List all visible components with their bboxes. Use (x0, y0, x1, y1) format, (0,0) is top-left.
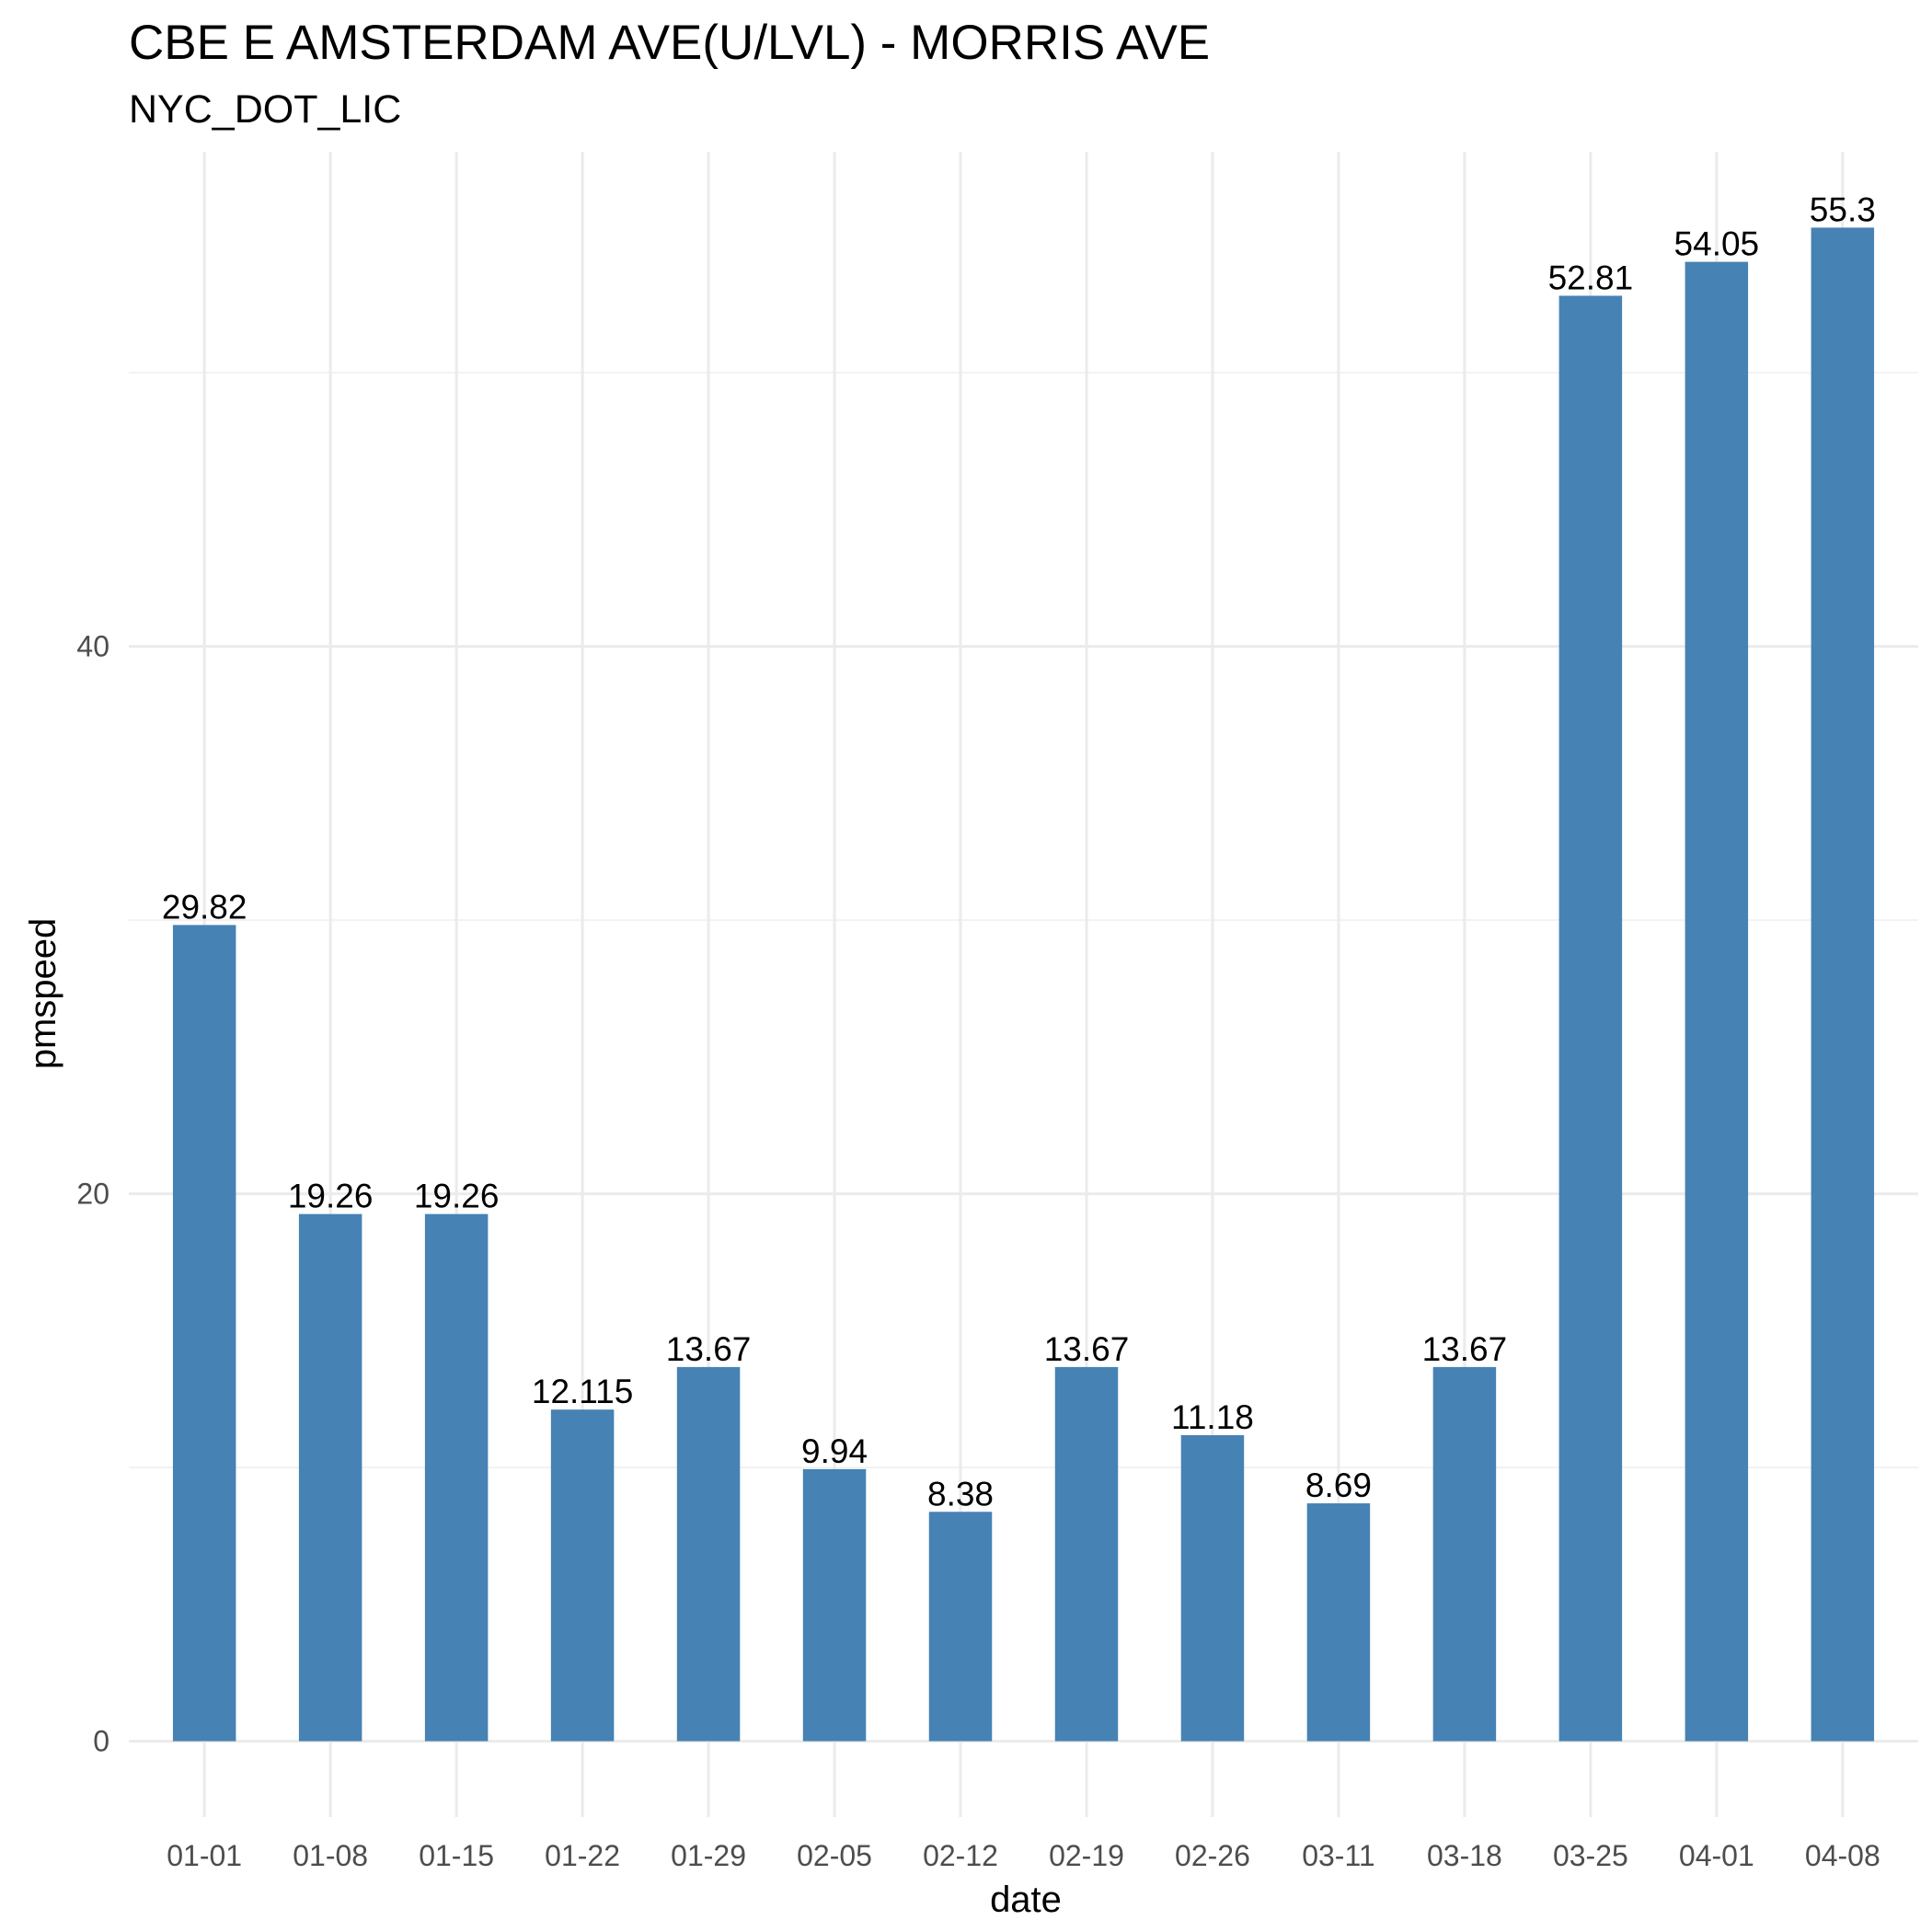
bar-01-15 (424, 1213, 489, 1742)
data-label-01-22: 12.115 (532, 1373, 633, 1410)
bar-01-08 (298, 1213, 362, 1742)
x-tick-label: 02-05 (797, 1839, 872, 1872)
y-tick-label: 0 (93, 1725, 109, 1758)
x-tick-label: 01-29 (671, 1839, 746, 1872)
bar-02-19 (1054, 1366, 1119, 1742)
x-tick-label: 03-25 (1553, 1839, 1628, 1872)
x-tick-label: 02-19 (1049, 1839, 1124, 1872)
data-label-02-05: 9.94 (801, 1432, 868, 1470)
bar-01-29 (676, 1366, 741, 1742)
data-label-01-08: 19.26 (288, 1178, 374, 1215)
x-tick-label: 04-01 (1679, 1839, 1754, 1872)
data-label-02-26: 11.18 (1171, 1398, 1254, 1436)
x-tick-label: 01-15 (419, 1839, 494, 1872)
data-label-04-08: 55.3 (1810, 190, 1876, 228)
bar-02-12 (928, 1512, 993, 1742)
grid (129, 152, 1918, 1817)
bar-04-08 (1811, 227, 1875, 1742)
chart-title: CBE E AMSTERDAM AVE(U/LVL) - MORRIS AVE (129, 16, 1210, 70)
chart-subtitle: NYC_DOT_LIC (129, 87, 401, 132)
x-tick-label: 03-18 (1427, 1839, 1502, 1872)
data-label-04-01: 54.05 (1674, 225, 1760, 263)
bar-01-22 (550, 1409, 615, 1742)
x-tick-label: 04-08 (1805, 1839, 1880, 1872)
x-tick-label: 02-12 (923, 1839, 998, 1872)
y-tick-label: 40 (76, 630, 109, 663)
x-tick-label: 03-11 (1302, 1839, 1374, 1872)
x-tick-label: 01-22 (545, 1839, 620, 1872)
bar-03-25 (1558, 295, 1623, 1742)
y-axis-title: pmspeed (23, 918, 63, 1070)
data-label-03-11: 8.69 (1305, 1466, 1372, 1504)
y-axis-ticks: 0 20 40 (76, 630, 109, 1758)
bar-02-26 (1180, 1434, 1245, 1742)
bar-03-18 (1432, 1366, 1497, 1742)
x-tick-label: 02-26 (1175, 1839, 1250, 1872)
x-axis-title: date (990, 1880, 1062, 1920)
data-label-02-19: 13.67 (1044, 1330, 1130, 1368)
x-axis-ticks: 01-01 01-08 01-15 01-22 01-29 02-05 02-12 02-19… (167, 1839, 1880, 1872)
bar-02-05 (802, 1468, 867, 1742)
bar-03-11 (1306, 1503, 1371, 1742)
y-tick-label: 20 (76, 1178, 109, 1211)
data-labels: 29.82 19.26 19.26 12.115 13.67 9.94 8.38 13.67 1… (162, 190, 1876, 1512)
x-tick-label: 01-01 (167, 1839, 242, 1872)
bar-01-01 (172, 925, 236, 1742)
data-label-01-15: 19.26 (414, 1178, 500, 1215)
x-tick-label: 01-08 (293, 1839, 368, 1872)
data-label-03-25: 52.81 (1548, 259, 1634, 296)
bar-04-01 (1685, 261, 1749, 1742)
data-label-01-01: 29.82 (162, 888, 247, 926)
bars (172, 227, 1875, 1742)
data-label-03-18: 13.67 (1422, 1330, 1508, 1368)
data-label-01-29: 13.67 (666, 1330, 752, 1368)
data-label-02-12: 8.38 (927, 1475, 994, 1512)
